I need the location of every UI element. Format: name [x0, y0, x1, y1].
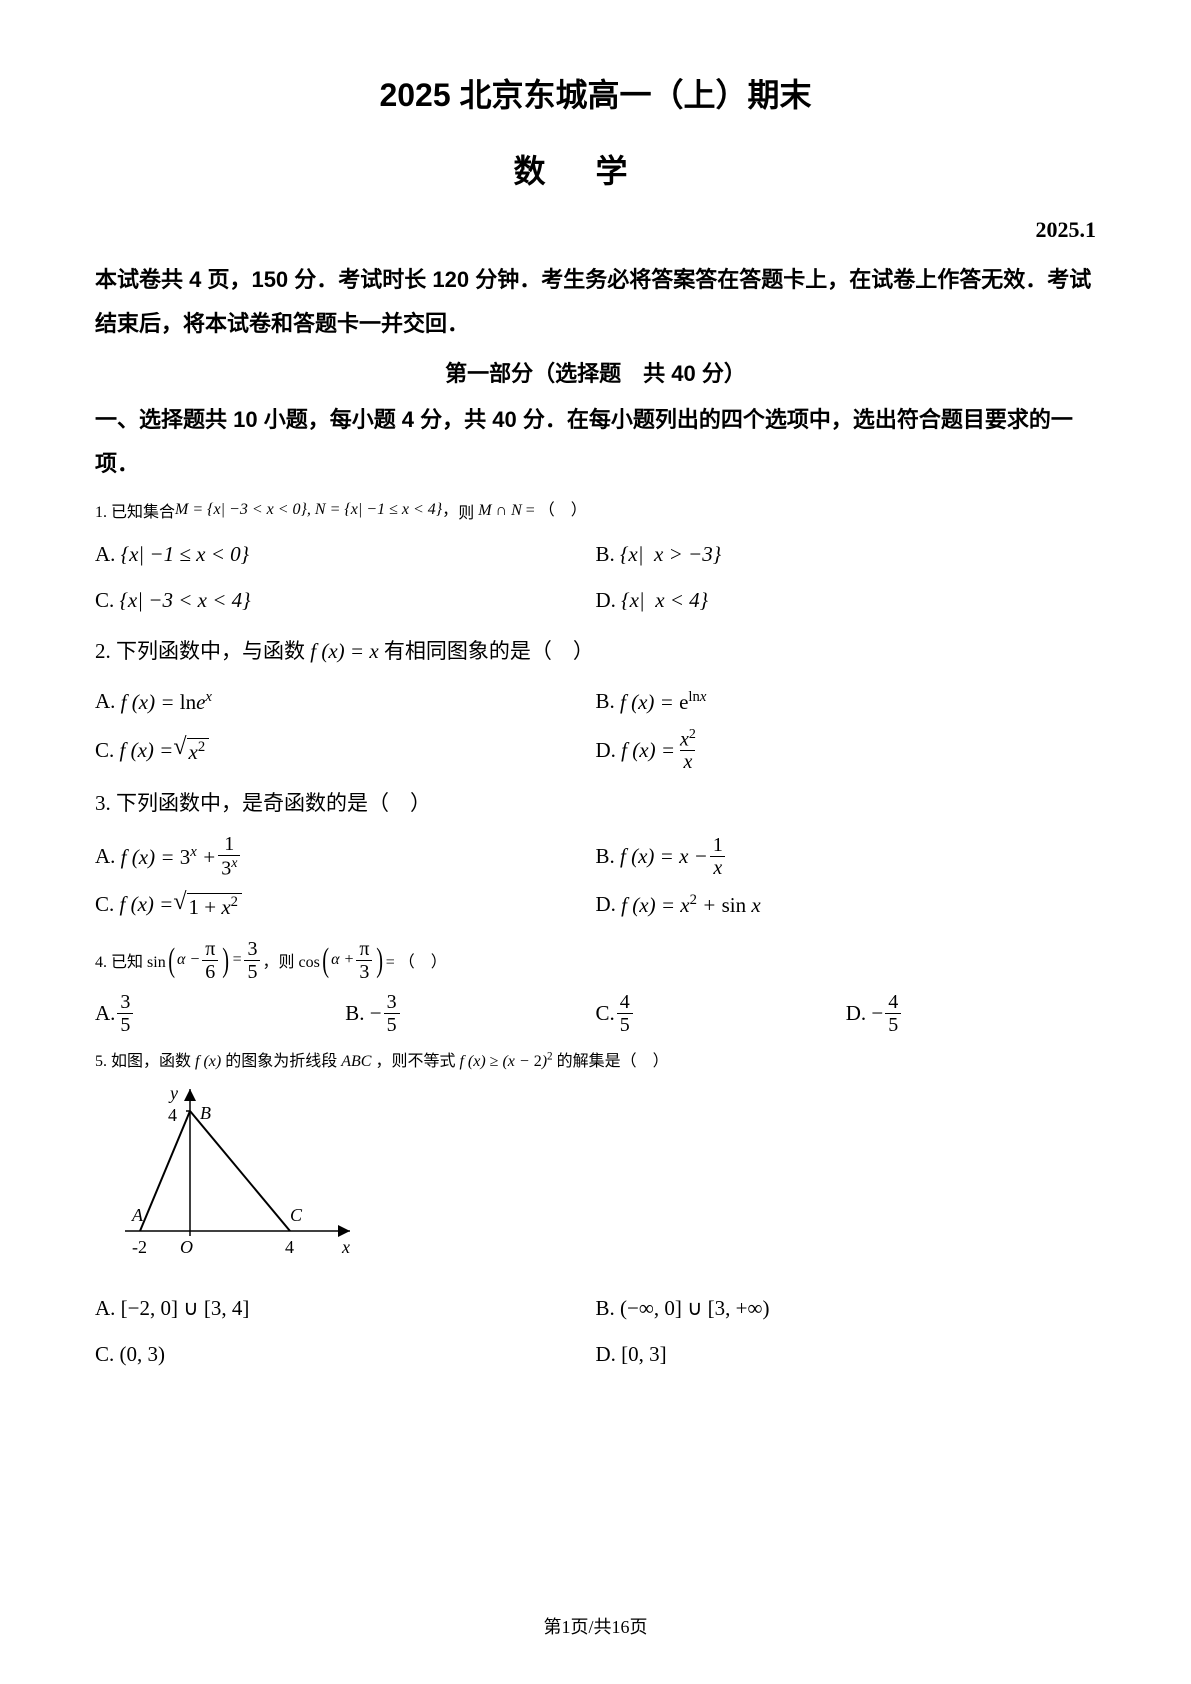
- q5-options: A. [−2, 0] ∪ [3, 4] B. (−∞, 0] ∪ [3, +∞)…: [95, 1286, 1096, 1378]
- q4-option-d: D. −45: [846, 991, 1096, 1037]
- q4-arg1-den: 6: [202, 960, 218, 983]
- q4b-den: 5: [384, 1013, 400, 1036]
- q3-option-b: B. f (x) = x − 1x: [596, 831, 1097, 882]
- page-footer: 第1页/共16页: [0, 1613, 1191, 1639]
- q1-suffix: ，则 M ∩ N = （ ）: [442, 496, 587, 523]
- title-main: 2025 北京东城高一（上）期末: [95, 70, 1096, 116]
- q2-d-den: x: [683, 751, 692, 773]
- question-4: 4. 已知 sin ( α − π6 ) = 35 ，则 cos ( α + π…: [95, 938, 1096, 983]
- q4-option-a: A. 35: [95, 991, 345, 1037]
- question-5: 5. 如图，函数 f (x) 的图象为折线段 ABC ，则不等式 f (x) ≥…: [95, 1047, 1096, 1071]
- q2-option-b: B. f (x) = elnx: [596, 679, 1097, 725]
- q5-option-a: A. [−2, 0] ∪ [3, 4]: [95, 1286, 596, 1332]
- q5-graph: ABCOxy4-24: [120, 1081, 1096, 1276]
- title-subject: 数学: [95, 146, 1096, 192]
- q4-option-b: B. −35: [345, 991, 595, 1037]
- q3-option-a: A. f (x) = 3x + 13x: [95, 831, 596, 882]
- svg-text:O: O: [180, 1237, 193, 1257]
- q2-option-d: D. f (x) = x2x: [596, 725, 1097, 776]
- q4c-num: 4: [617, 991, 633, 1013]
- q4d-num: 4: [885, 991, 901, 1013]
- q4b-num: 3: [384, 991, 400, 1013]
- q1-option-a: A. {x| −1 ≤ x < 0}: [95, 531, 596, 577]
- graph-svg: ABCOxy4-24: [120, 1081, 360, 1271]
- q4a-num: 3: [117, 991, 133, 1013]
- q4-eq1-den: 5: [244, 960, 260, 983]
- exam-date: 2025.1: [95, 217, 1096, 243]
- q5-text: 5. 如图，函数 f (x) 的图象为折线段 ABC ，则不等式 f (x) ≥…: [95, 1047, 669, 1071]
- svg-text:4: 4: [168, 1105, 177, 1125]
- q1-prefix: 1. 已知集合: [95, 498, 175, 522]
- q4-mid: ，则 cos: [262, 948, 319, 972]
- q1-option-b: B. {x| x > −3}: [596, 531, 1097, 577]
- q4-option-c: C. 45: [596, 991, 846, 1037]
- q1-option-c: C. {x| −3 < x < 4}: [95, 577, 596, 623]
- svg-text:y: y: [168, 1083, 178, 1103]
- question-3: 3. 下列函数中，是奇函数的是（ ）: [95, 785, 1096, 823]
- svg-text:4: 4: [285, 1237, 294, 1257]
- svg-text:C: C: [290, 1205, 303, 1225]
- q3-option-c: C. f (x) = √1 + x2: [95, 882, 596, 928]
- svg-text:B: B: [200, 1103, 211, 1123]
- q4-eq1-num: 3: [244, 938, 260, 960]
- q4-suffix: = （ ）: [386, 948, 447, 972]
- svg-text:-2: -2: [132, 1237, 147, 1257]
- q3-options: A. f (x) = 3x + 13x B. f (x) = x − 1x C.…: [95, 831, 1096, 928]
- q2-options: A. f (x) = lnex B. f (x) = elnx C. f (x)…: [95, 679, 1096, 776]
- q1-option-d: D. {x| x < 4}: [596, 577, 1097, 623]
- q4a-den: 5: [117, 1013, 133, 1036]
- q4-options: A. 35 B. −35 C. 45 D. −45: [95, 991, 1096, 1037]
- q4d-den: 5: [885, 1013, 901, 1036]
- exam-instructions: 本试卷共 4 页，150 分．考试时长 120 分钟．考生务必将答案答在答题卡上…: [95, 258, 1096, 346]
- q1-options: A. {x| −1 ≤ x < 0} B. {x| x > −3} C. {x|…: [95, 531, 1096, 623]
- q4-arg1-num: π: [202, 938, 218, 960]
- q5-option-b: B. (−∞, 0] ∪ [3, +∞): [596, 1286, 1097, 1332]
- svg-text:x: x: [341, 1237, 350, 1257]
- svg-text:A: A: [131, 1205, 144, 1225]
- q3b-den: x: [713, 857, 722, 879]
- section-header: 第一部分（选择题 共 40 分）: [95, 356, 1096, 388]
- q2-option-c: C. f (x) = √x2: [95, 725, 596, 776]
- q4-prefix: 4. 已知 sin: [95, 948, 166, 972]
- q4c-den: 5: [617, 1013, 633, 1036]
- q3-option-d: D. f (x) = x2 + sin x: [596, 882, 1097, 928]
- q2-option-a: A. f (x) = lnex: [95, 679, 596, 725]
- q4-arg2-num: π: [356, 938, 372, 960]
- q5-option-c: C. (0, 3): [95, 1332, 596, 1378]
- question-2: 2. 下列函数中，与函数 f (x) = x 有相同图象的是（ ）: [95, 633, 1096, 671]
- q3a-num: 1: [221, 833, 237, 855]
- sub-section-heading: 一、选择题共 10 小题，每小题 4 分，共 40 分．在每小题列出的四个选项中…: [95, 398, 1096, 486]
- q1-math: M = {x| −3 < x < 0}, N = {x| −1 ≤ x < 4}: [175, 501, 442, 519]
- q3b-num: 1: [710, 834, 726, 856]
- q5-option-d: D. [0, 3]: [596, 1332, 1097, 1378]
- question-1: 1. 已知集合 M = {x| −3 < x < 0}, N = {x| −1 …: [95, 496, 1096, 523]
- q4-arg2-den: 3: [356, 960, 372, 983]
